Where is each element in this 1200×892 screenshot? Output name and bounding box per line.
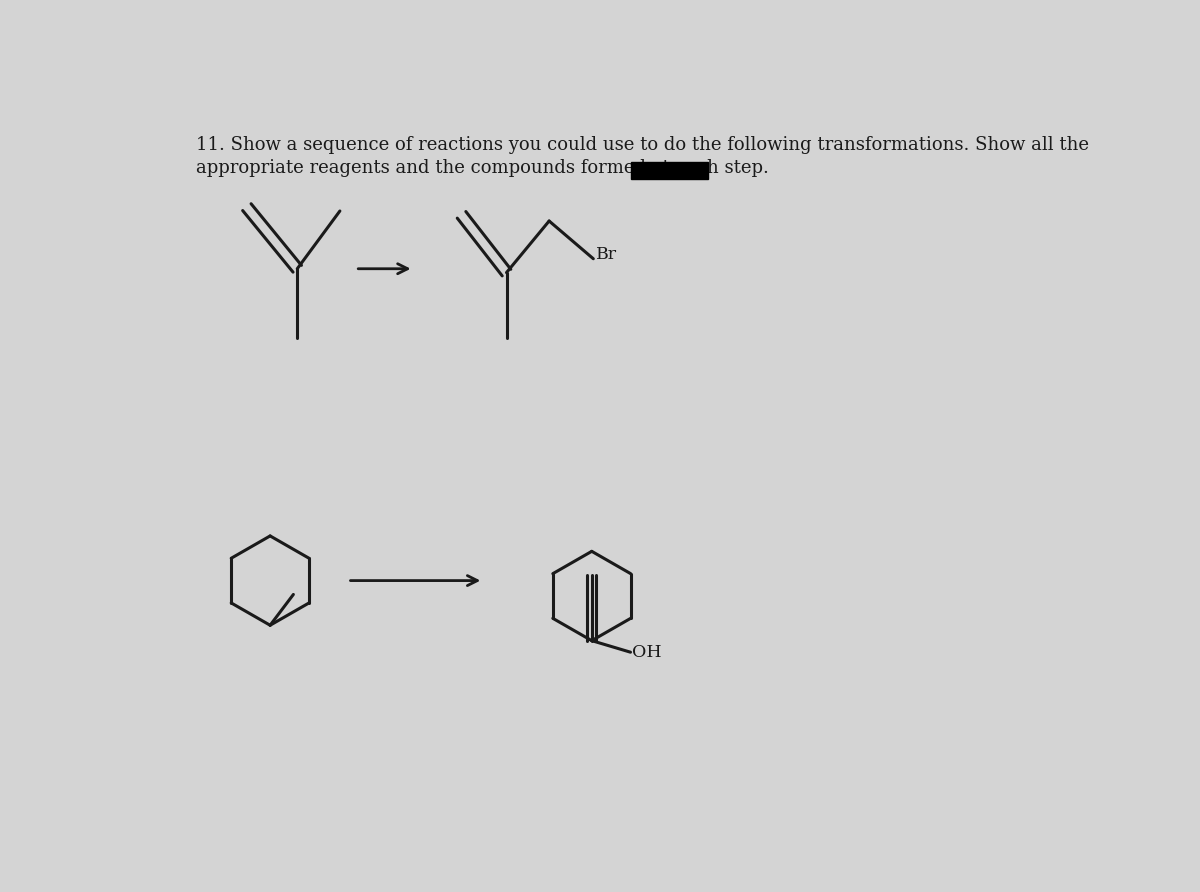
Bar	[630, 162, 708, 179]
Text: Br: Br	[595, 246, 617, 263]
Text: appropriate reagents and the compounds formed at each step.: appropriate reagents and the compounds f…	[197, 160, 769, 178]
Text: 11. Show a sequence of reactions you could use to do the following transformatio: 11. Show a sequence of reactions you cou…	[197, 136, 1090, 154]
Text: OH: OH	[632, 644, 661, 661]
